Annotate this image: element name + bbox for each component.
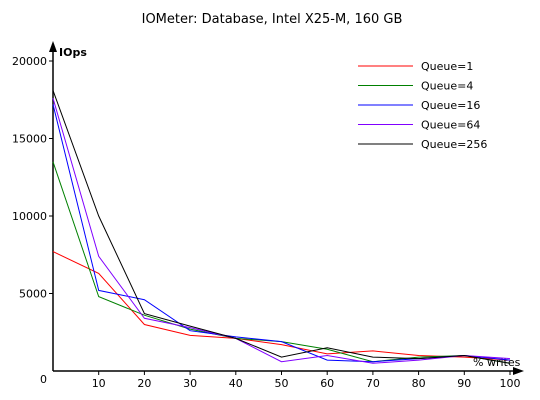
y-axis-ticks: 5000 10000 15000 20000 bbox=[12, 55, 53, 301]
x-tick-label: 80 bbox=[412, 377, 426, 390]
y-axis-arrow bbox=[49, 41, 57, 52]
x-tick-label: 50 bbox=[275, 377, 289, 390]
origin-label: 0 bbox=[40, 373, 47, 386]
legend-label-queue-256: Queue=256 bbox=[421, 138, 487, 151]
x-axis-arrow bbox=[513, 367, 524, 375]
y-tick-label: 10000 bbox=[12, 210, 47, 223]
series-line-queue-256 bbox=[52, 90, 511, 364]
x-tick-label: 90 bbox=[457, 377, 471, 390]
x-tick-label: 40 bbox=[229, 377, 243, 390]
axes bbox=[49, 41, 524, 375]
legend-label-queue-1: Queue=1 bbox=[421, 60, 473, 73]
legend-label-queue-4: Queue=4 bbox=[421, 80, 473, 93]
x-tick-label: 100 bbox=[500, 377, 521, 390]
y-axis-label: IOps bbox=[59, 46, 87, 59]
legend-label-queue-64: Queue=64 bbox=[421, 119, 480, 132]
series-lines bbox=[52, 90, 511, 364]
x-tick-label: 60 bbox=[320, 377, 334, 390]
legend: Queue=1 Queue=4 Queue=16 Queue=64 Queue=256 bbox=[358, 60, 487, 151]
chart-title: IOMeter: Database, Intel X25-M, 160 GB bbox=[142, 12, 403, 27]
y-tick-label: 5000 bbox=[19, 288, 47, 301]
y-tick-label: 15000 bbox=[12, 133, 47, 146]
x-tick-label: 70 bbox=[366, 377, 380, 390]
series-line-queue-1 bbox=[52, 251, 511, 361]
x-tick-label: 20 bbox=[137, 377, 151, 390]
y-tick-label: 20000 bbox=[12, 55, 47, 68]
series-line-queue-64 bbox=[52, 98, 511, 364]
x-tick-label: 10 bbox=[92, 377, 106, 390]
x-tick-label: 30 bbox=[183, 377, 197, 390]
x-axis-ticks: 10 20 30 40 50 60 70 80 90 100 bbox=[92, 371, 521, 390]
series-line-queue-4 bbox=[52, 161, 511, 364]
legend-label-queue-16: Queue=16 bbox=[421, 99, 480, 112]
